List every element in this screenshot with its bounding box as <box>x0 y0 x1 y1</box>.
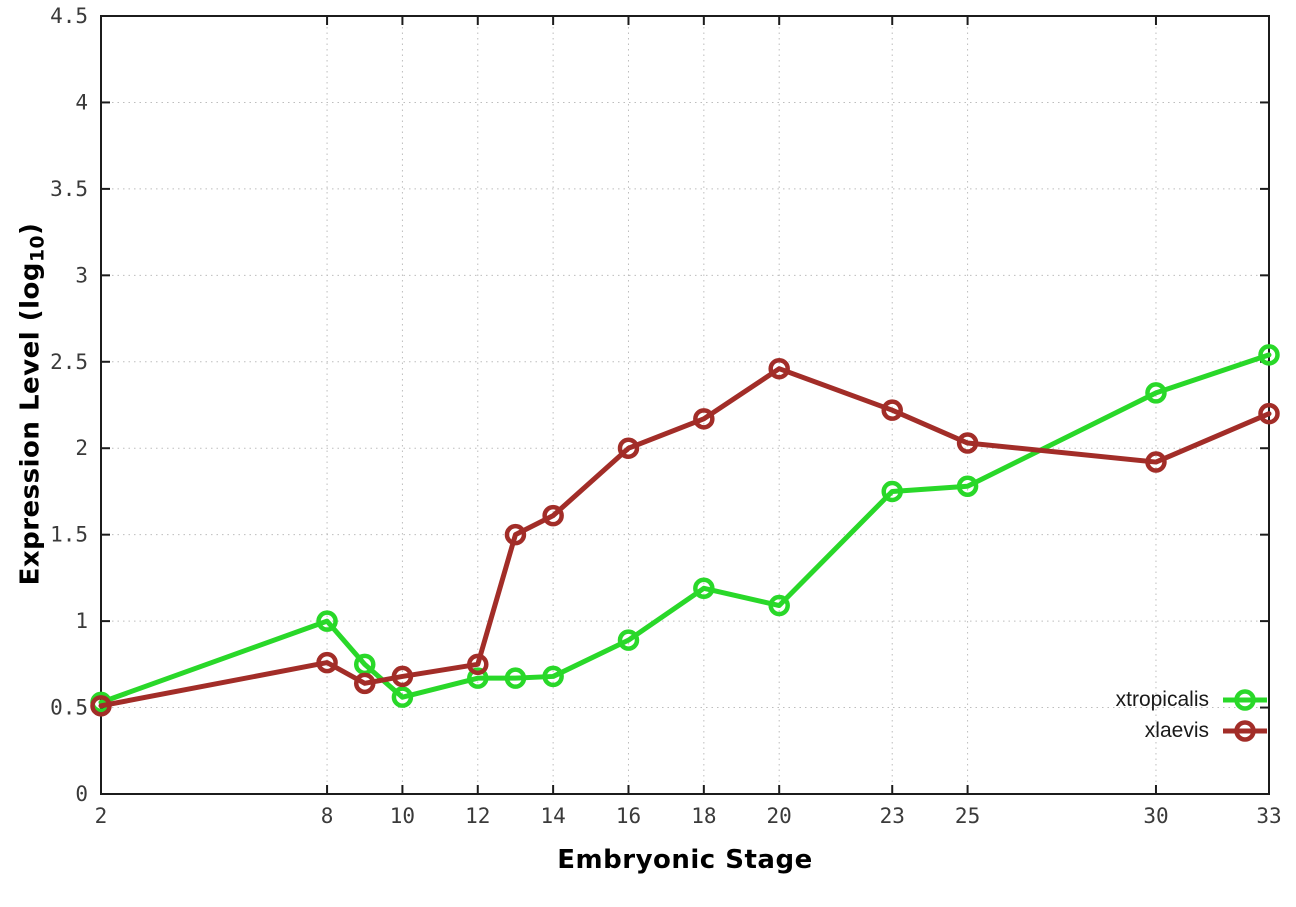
series-line-xlaevis <box>98 366 1272 709</box>
legend-label: xlaevis <box>1144 718 1209 742</box>
y-tick-label: 4 <box>75 90 88 114</box>
data-point-xlaevis <box>1258 402 1280 425</box>
y-axis-title: Expression Level (log10) <box>15 223 48 586</box>
x-tick-label: 30 <box>1143 804 1168 828</box>
data-point-xlaevis <box>316 651 338 674</box>
plot-border <box>100 15 1270 795</box>
x-axis-title: Embryonic Stage <box>557 845 813 875</box>
x-tick-label: 8 <box>321 804 334 828</box>
y-tick-label: 0 <box>75 782 88 806</box>
x-tick-label: 25 <box>955 804 980 828</box>
data-point-xlaevis <box>90 695 112 717</box>
data-point-xtropicalis <box>542 665 564 688</box>
data-point-xlaevis <box>693 408 715 430</box>
data-point-xlaevis <box>1145 451 1167 473</box>
series-line-xtropicalis <box>98 352 1272 705</box>
series-marker-icon <box>1223 719 1267 742</box>
x-tick-label: 14 <box>540 804 565 828</box>
x-tick-label: 23 <box>880 804 905 828</box>
data-point-xlaevis <box>617 437 640 459</box>
y-tick-label: 3.5 <box>50 177 88 201</box>
x-tick-label: 10 <box>390 804 415 828</box>
data-point-xtropicalis <box>1258 344 1280 366</box>
legend-item-xtropicalis: xtropicalis <box>1116 684 1271 715</box>
data-point-xlaevis <box>353 672 376 695</box>
x-tick-label: 12 <box>465 804 490 828</box>
y-tick-label: 4.5 <box>50 4 88 28</box>
data-point-xtropicalis <box>316 610 338 632</box>
y-tick-label: 1 <box>75 609 88 633</box>
data-point-xlaevis <box>768 357 790 380</box>
y-tick-label: 3 <box>75 263 88 287</box>
data-point-xtropicalis <box>391 686 414 708</box>
legend-label: xtropicalis <box>1115 687 1209 711</box>
series-marker-icon <box>1223 688 1267 711</box>
data-point-xlaevis <box>391 665 414 688</box>
data-point-xtropicalis <box>881 480 903 503</box>
data-point-xlaevis <box>956 432 979 454</box>
y-tick-label: 2 <box>75 436 88 460</box>
data-point-xlaevis <box>542 504 564 527</box>
x-tick-label: 16 <box>616 804 641 828</box>
data-point-xtropicalis <box>504 667 527 689</box>
data-point-xlaevis <box>467 653 489 676</box>
data-point-xtropicalis <box>956 475 979 498</box>
legend: xtropicalis xlaevis <box>1116 684 1271 746</box>
data-point-xlaevis <box>504 523 527 546</box>
x-tick-label: 2 <box>95 804 108 828</box>
y-tick-label: 1.5 <box>50 523 88 547</box>
x-tick-label: 33 <box>1256 804 1281 828</box>
y-axis-title-suffix: ) <box>15 222 46 235</box>
data-point-xlaevis <box>881 399 903 421</box>
y-tick-label: 0.5 <box>50 696 88 720</box>
y-axis-title-subscript: 10 <box>27 234 49 263</box>
data-point-xtropicalis <box>768 594 790 617</box>
y-axis-title-text: Expression Level (log <box>15 262 46 586</box>
y-tick-label: 2.5 <box>50 350 88 374</box>
data-point-xtropicalis <box>693 577 715 600</box>
data-point-xtropicalis <box>1145 382 1167 404</box>
x-tick-label: 18 <box>691 804 716 828</box>
data-point-xtropicalis <box>617 629 640 651</box>
legend-item-xlaevis: xlaevis <box>1116 715 1271 746</box>
x-tick-label: 20 <box>767 804 792 828</box>
data-point-xtropicalis <box>467 667 489 689</box>
